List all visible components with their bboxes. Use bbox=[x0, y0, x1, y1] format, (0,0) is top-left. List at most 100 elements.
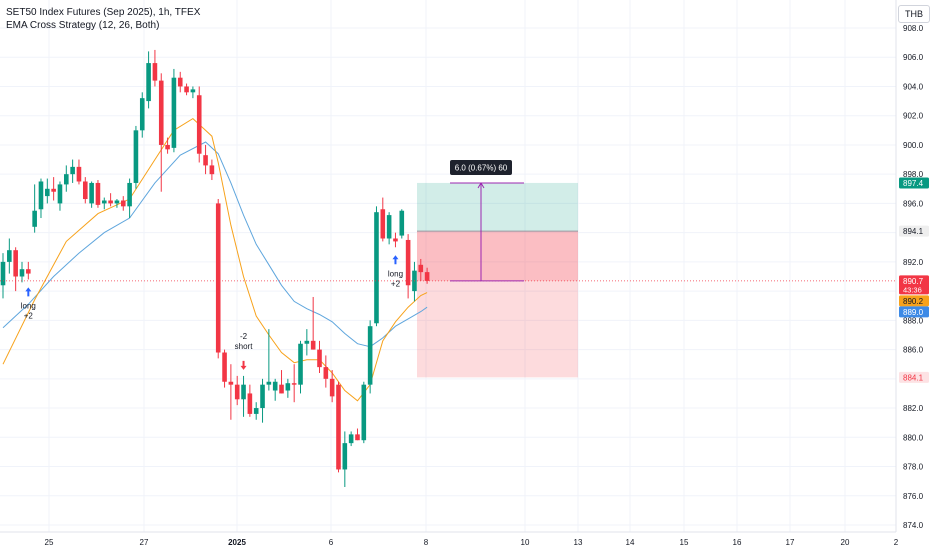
candle-down[interactable] bbox=[165, 144, 170, 150]
candle-up[interactable] bbox=[285, 383, 291, 391]
candle-down[interactable] bbox=[234, 384, 240, 400]
price-tick-label: 908.0 bbox=[903, 24, 924, 33]
candle-down[interactable] bbox=[317, 349, 322, 368]
time-tick-label: 16 bbox=[733, 538, 742, 547]
measure-arrow-icon bbox=[477, 182, 485, 189]
countdown-label: 43:36 bbox=[903, 285, 922, 294]
indicator-legend[interactable]: EMA Cross Strategy (12, 26, Both) bbox=[6, 20, 160, 31]
candle-up[interactable] bbox=[171, 77, 177, 148]
price-label-text: 889.0 bbox=[903, 308, 924, 317]
candle-up[interactable] bbox=[253, 408, 259, 414]
candle-down[interactable] bbox=[26, 269, 31, 274]
candle-down[interactable] bbox=[51, 188, 56, 192]
candle-up[interactable] bbox=[19, 269, 25, 277]
candle-down[interactable] bbox=[209, 165, 215, 175]
candle-down[interactable] bbox=[380, 209, 386, 239]
candle-down[interactable] bbox=[355, 434, 360, 441]
candle-up[interactable] bbox=[45, 188, 50, 197]
time-tick-label: 25 bbox=[45, 538, 54, 547]
candle-down[interactable] bbox=[418, 264, 424, 273]
candle-up[interactable] bbox=[190, 89, 196, 93]
candle-down[interactable] bbox=[405, 239, 411, 286]
price-label-box bbox=[899, 306, 929, 318]
candle-down[interactable] bbox=[279, 384, 284, 394]
candle-down[interactable] bbox=[222, 352, 227, 382]
candle-up[interactable] bbox=[361, 384, 367, 441]
candle-up[interactable] bbox=[7, 250, 12, 262]
candle-up[interactable] bbox=[89, 182, 94, 204]
candle-up[interactable] bbox=[374, 212, 379, 324]
price-label-box bbox=[899, 371, 929, 383]
candle-down[interactable] bbox=[215, 203, 221, 353]
candle-up[interactable] bbox=[304, 340, 310, 344]
candle-down[interactable] bbox=[329, 378, 335, 397]
candle-up[interactable] bbox=[101, 200, 107, 204]
candle-down[interactable] bbox=[291, 383, 297, 385]
grid bbox=[0, 0, 897, 532]
price-tick-label: 898.0 bbox=[903, 170, 924, 179]
signal-arrow-up-icon bbox=[25, 287, 32, 297]
candle-down[interactable] bbox=[228, 381, 234, 385]
candle-up[interactable] bbox=[139, 98, 145, 131]
candle-down[interactable] bbox=[108, 200, 113, 204]
time-tick-label: 2 bbox=[894, 538, 899, 547]
candle-down[interactable] bbox=[310, 340, 316, 350]
candle-down[interactable] bbox=[424, 272, 430, 281]
candle-up[interactable] bbox=[348, 434, 354, 444]
candle-up[interactable] bbox=[57, 184, 63, 204]
candle-up[interactable] bbox=[399, 210, 405, 236]
candle-up[interactable] bbox=[70, 166, 75, 175]
price-tick-label: 896.0 bbox=[903, 199, 924, 208]
candle-down[interactable] bbox=[184, 86, 189, 93]
candle-down[interactable] bbox=[393, 238, 398, 242]
candle-up[interactable] bbox=[266, 381, 272, 385]
candle-down[interactable] bbox=[323, 367, 329, 379]
signal-label: +2 bbox=[391, 279, 401, 288]
signal-marker[interactable]: long+2 bbox=[388, 255, 403, 288]
candle-down[interactable] bbox=[120, 200, 126, 207]
currency-button[interactable]: THB bbox=[898, 5, 930, 23]
price-tick-label: 880.0 bbox=[903, 433, 924, 442]
candle-up[interactable] bbox=[127, 182, 132, 207]
chart-header: SET50 Index Futures (Sep 2025), 1h, TFEX… bbox=[6, 6, 200, 32]
candle-up[interactable] bbox=[386, 215, 392, 239]
candle-down[interactable] bbox=[152, 63, 158, 81]
signal-marker[interactable]: long+2 bbox=[21, 287, 36, 320]
loss-zone[interactable] bbox=[417, 280, 578, 378]
price-tick-label: 886.0 bbox=[903, 346, 924, 355]
candle-up[interactable] bbox=[272, 381, 278, 391]
candle-down[interactable] bbox=[203, 155, 208, 166]
candle-up[interactable] bbox=[367, 326, 373, 385]
candle-up[interactable] bbox=[133, 130, 139, 183]
candle-up[interactable] bbox=[114, 200, 120, 204]
candle-up[interactable] bbox=[32, 210, 37, 227]
measure-tool[interactable]: 6.0 (0.67%) 60 bbox=[450, 159, 524, 282]
symbol-title[interactable]: SET50 Index Futures (Sep 2025), 1h, TFEX bbox=[6, 7, 201, 18]
candle-up[interactable] bbox=[64, 174, 69, 185]
candle-down[interactable] bbox=[158, 80, 164, 145]
candle-down[interactable] bbox=[13, 250, 18, 277]
candle-down[interactable] bbox=[177, 77, 183, 87]
position-tool[interactable] bbox=[417, 182, 578, 378]
time-tick-label: 15 bbox=[680, 538, 689, 547]
candle-down[interactable] bbox=[95, 182, 101, 205]
candle-up[interactable] bbox=[241, 384, 246, 400]
candle-up[interactable] bbox=[298, 343, 303, 385]
active-loss-zone[interactable] bbox=[417, 231, 578, 281]
candle-down[interactable] bbox=[76, 166, 82, 182]
candle-up[interactable] bbox=[38, 181, 44, 210]
time-tick-label: 17 bbox=[786, 538, 795, 547]
price-labels: 897.4 894.1 890.743:36 890.2 889.0 884.1 bbox=[899, 177, 929, 383]
candle-up[interactable] bbox=[0, 261, 6, 286]
candle-down[interactable] bbox=[247, 393, 253, 414]
candle-down[interactable] bbox=[82, 181, 88, 200]
candle-up[interactable] bbox=[342, 443, 348, 470]
time-axis[interactable]: 25 27 2025 6 8 10 13 14 15 16 17 20 2 bbox=[45, 538, 899, 547]
candle-up[interactable] bbox=[260, 384, 265, 409]
candle-down[interactable] bbox=[336, 384, 341, 470]
profit-zone[interactable] bbox=[417, 182, 578, 232]
candle-up[interactable] bbox=[146, 63, 151, 102]
candle-down[interactable] bbox=[196, 95, 202, 154]
